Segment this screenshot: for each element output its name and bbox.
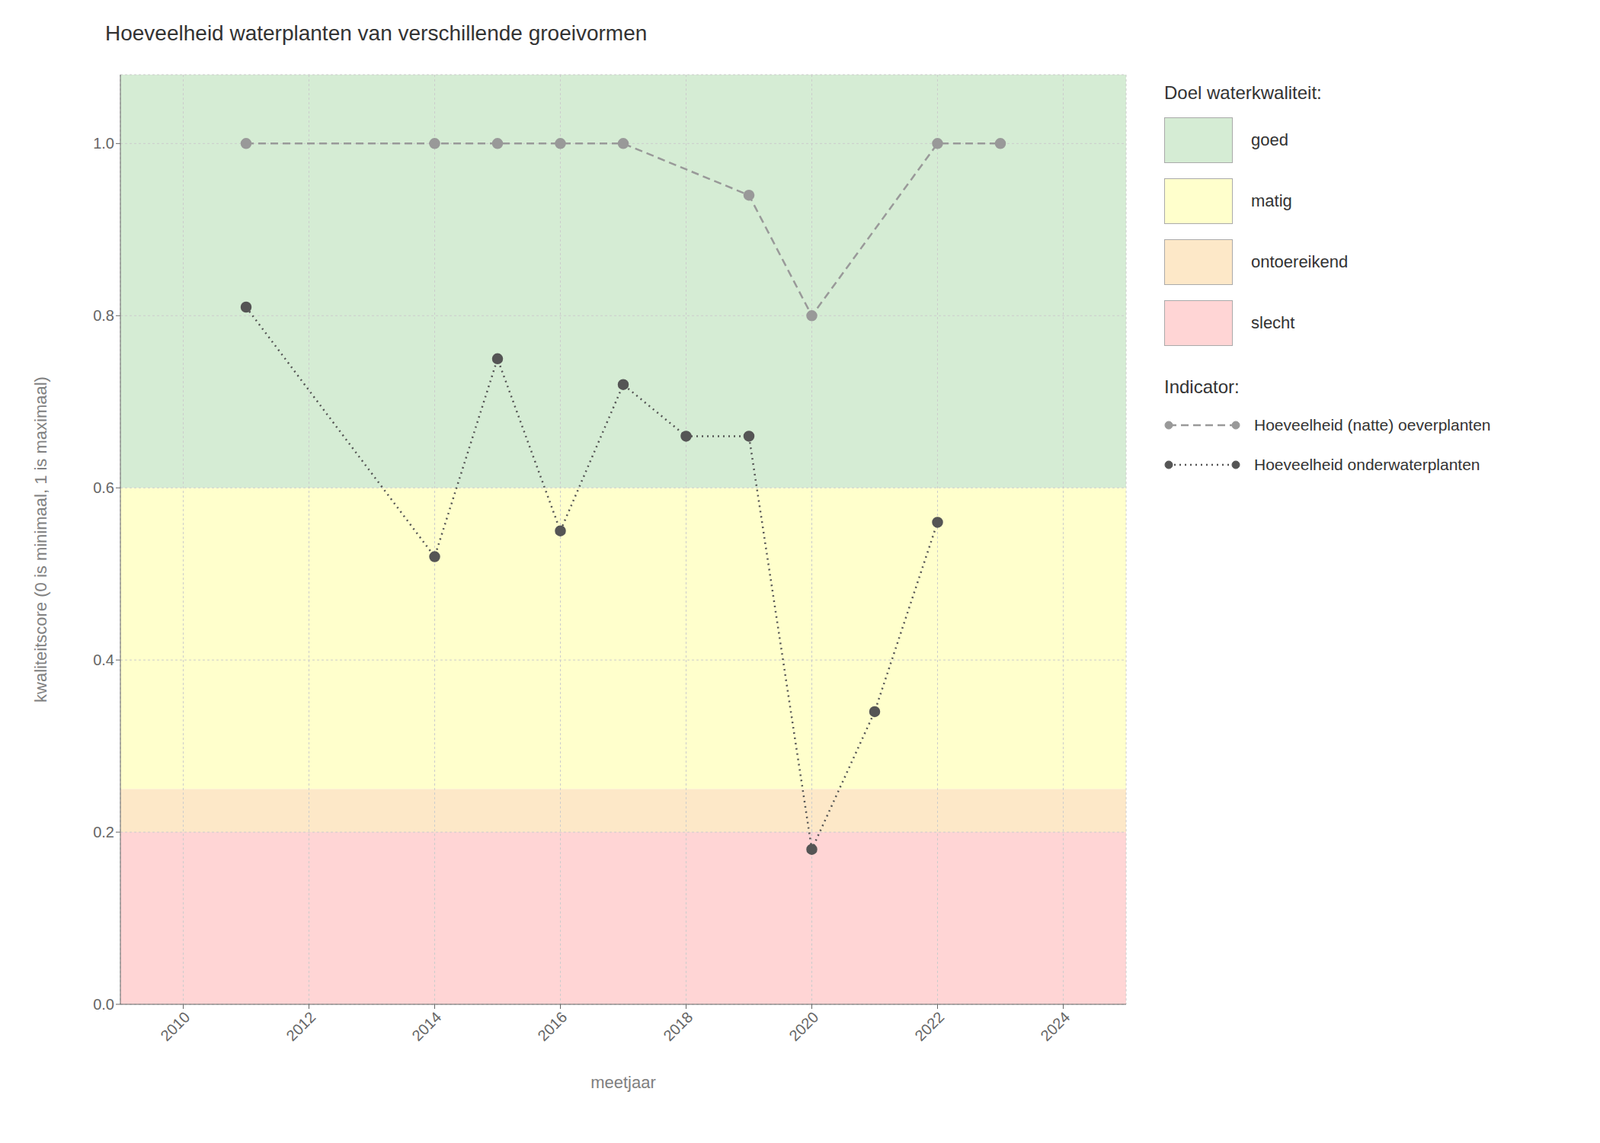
svg-text:0.0: 0.0: [92, 995, 115, 1013]
svg-text:1.0: 1.0: [92, 134, 115, 152]
svg-text:2022: 2022: [911, 1008, 948, 1044]
svg-text:kwaliteitscore (0 is minimaal,: kwaliteitscore (0 is minimaal, 1 is maxi…: [31, 376, 51, 703]
html-text:Hoeveelheid waterplanten van v: Hoeveelheid waterplanten van verschillen…: [105, 21, 648, 45]
svg-text:2024: 2024: [1036, 1008, 1073, 1044]
svg-text:2020: 2020: [785, 1008, 822, 1044]
html-text:goed: goed: [1251, 130, 1289, 150]
svg-text:2012: 2012: [282, 1008, 319, 1044]
svg-text:2016: 2016: [534, 1008, 570, 1044]
html-text:ontoereikend: ontoereikend: [1251, 252, 1348, 272]
svg-text:2010: 2010: [156, 1008, 193, 1044]
html-text:Hoeveelheid onderwaterplanten: Hoeveelheid onderwaterplanten: [1254, 455, 1480, 474]
html-text:matig: matig: [1251, 191, 1293, 211]
svg-text:0.8: 0.8: [92, 307, 115, 324]
html-text:Doel waterkwaliteit:: Doel waterkwaliteit:: [1164, 82, 1322, 103]
svg-text:0.2: 0.2: [92, 823, 115, 841]
html-text:slecht: slecht: [1251, 313, 1295, 333]
svg-text:meetjaar: meetjaar: [590, 1072, 656, 1092]
html-text:Hoeveelheid (natte) oeverplant: Hoeveelheid (natte) oeverplanten: [1254, 416, 1491, 434]
svg-text:2018: 2018: [659, 1008, 696, 1044]
svg-text:0.6: 0.6: [92, 479, 115, 496]
svg-text:2014: 2014: [408, 1008, 445, 1044]
svg-text:0.4: 0.4: [92, 651, 115, 669]
html-text:Indicator:: Indicator:: [1164, 376, 1240, 397]
